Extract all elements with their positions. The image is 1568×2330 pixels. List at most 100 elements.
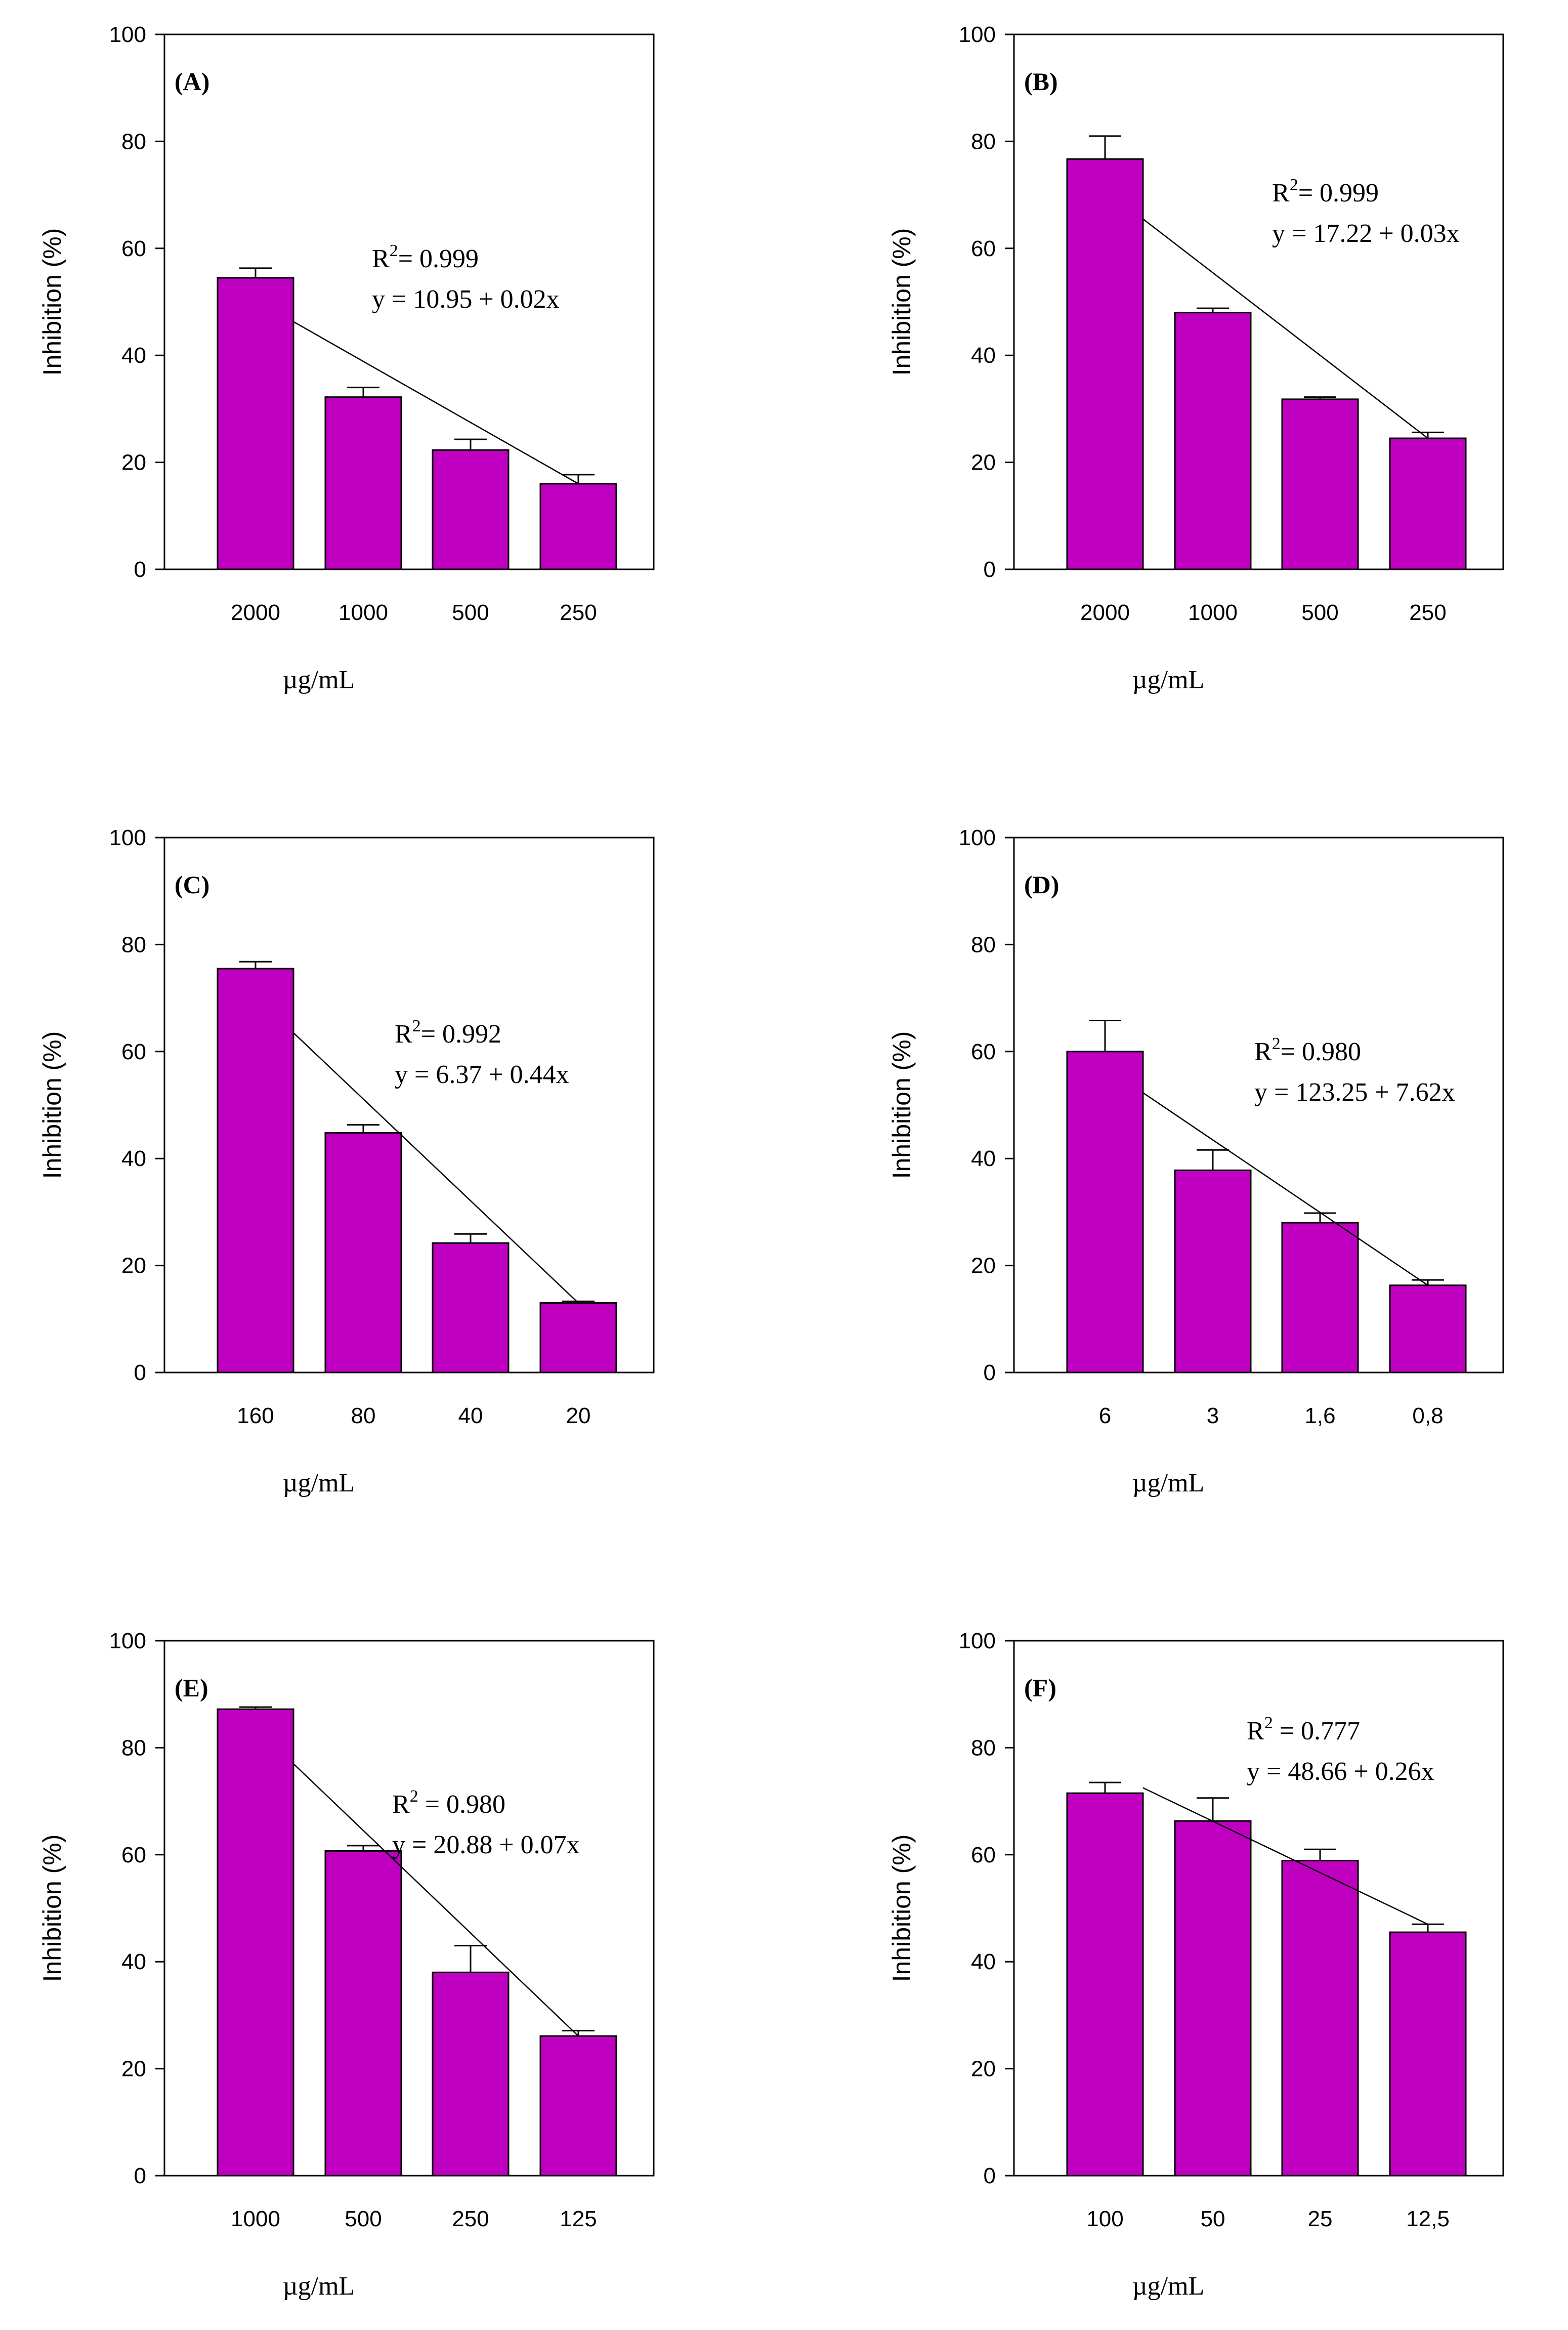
y-tick-label: 100 xyxy=(959,1629,996,1653)
r-squared-symbol: R xyxy=(1272,179,1290,207)
r-squared-value: = 0.999 xyxy=(1298,179,1379,207)
x-axis-label: µg/mL xyxy=(283,2272,355,2301)
x-tick-label: 20 xyxy=(566,1403,591,1428)
bar xyxy=(217,1708,294,2177)
r-squared-symbol: R xyxy=(372,244,390,273)
chart-panel: 0 20 40 60 80 100 Inhibition (%) 2000 1000 500 250… xyxy=(887,22,1504,694)
r-squared-value: = 0.980 xyxy=(1281,1037,1361,1066)
y-tick-label: 0 xyxy=(984,2163,996,2188)
r-squared-symbol: R xyxy=(1254,1037,1272,1066)
chart-panel: 0 20 40 60 80 100 Inhibition (%) 1000 500 250 125 µ… xyxy=(38,1629,655,2301)
bar xyxy=(432,1971,510,2177)
bar xyxy=(539,2035,617,2177)
r-squared-symbol: R xyxy=(1247,1717,1264,1745)
r-squared-symbol: R xyxy=(392,1790,410,1819)
bar xyxy=(1066,1792,1144,2177)
x-tick-label: 1000 xyxy=(1188,600,1238,625)
bar xyxy=(217,968,294,1374)
plot-frame xyxy=(163,837,655,1374)
x-tick-label: 2000 xyxy=(1080,600,1130,625)
y-tick-label: 0 xyxy=(134,557,146,582)
regression-equation: y = 123.25 + 7.62x xyxy=(1254,1078,1455,1107)
y-tick-label: 100 xyxy=(109,825,146,850)
x-tick-label: 500 xyxy=(345,2207,382,2231)
r-squared-value: = 0.980 xyxy=(418,1790,505,1819)
y-axis-label: Inhibition (%) xyxy=(38,1835,66,1982)
chart-panel: 0 20 40 60 80 100 Inhibition (%) 2000 1000 500 250… xyxy=(38,22,655,694)
regression-equation: y = 17.22 + 0.03x xyxy=(1272,219,1460,248)
bar xyxy=(1066,1051,1144,1374)
y-tick-label: 20 xyxy=(121,2057,146,2082)
r-squared-superscript: 2 xyxy=(1290,176,1298,194)
y-tick-label: 100 xyxy=(109,22,146,47)
bar xyxy=(1281,398,1359,570)
y-tick-label: 80 xyxy=(121,932,146,957)
x-tick-label: 160 xyxy=(237,1403,274,1428)
panel-label: (A) xyxy=(175,67,209,96)
bar xyxy=(1281,1222,1359,1374)
x-tick-label: 25 xyxy=(1308,2207,1333,2231)
y-tick-label: 80 xyxy=(971,1735,996,1760)
bar xyxy=(1389,1284,1467,1374)
y-tick-label: 100 xyxy=(959,22,996,47)
y-tick-label: 80 xyxy=(121,1735,146,1760)
bar xyxy=(324,1850,402,2177)
y-tick-label: 20 xyxy=(971,1254,996,1278)
chart-panel: 0 20 40 60 80 100 Inhibition (%) 160 80 40 20 µg/mL… xyxy=(38,825,655,1497)
regression-line xyxy=(293,1763,579,2037)
regression-line xyxy=(1142,1787,1428,1925)
r-squared-value: = 0.999 xyxy=(398,244,479,273)
r-squared-annotation: R2= 0.980 xyxy=(1254,1034,1361,1066)
regression-equation: y = 6.37 + 0.44x xyxy=(395,1060,569,1089)
chart-panel: 0 20 40 60 80 100 Inhibition (%) 100 50 25 12,5 µg/… xyxy=(887,1629,1504,2301)
y-tick-label: 20 xyxy=(121,450,146,475)
r-squared-superscript: 2 xyxy=(390,241,398,260)
plot-frame xyxy=(1013,837,1504,1374)
bar xyxy=(539,483,617,570)
y-tick-label: 20 xyxy=(121,1254,146,1278)
x-tick-label: 125 xyxy=(560,2207,597,2231)
r-squared-superscript: 2 xyxy=(410,1787,418,1806)
bar xyxy=(539,1302,617,1374)
plot-frame xyxy=(163,1640,655,2177)
bar xyxy=(432,1242,510,1374)
x-tick-label: 1000 xyxy=(231,2207,280,2231)
y-tick-label: 80 xyxy=(971,932,996,957)
regression-line xyxy=(293,1032,579,1304)
r-squared-annotation: R2= 0.992 xyxy=(395,1017,501,1049)
x-tick-label: 2000 xyxy=(231,600,280,625)
regression-line xyxy=(1142,218,1428,439)
plot-frame xyxy=(1013,33,1504,570)
r-squared-superscript: 2 xyxy=(1264,1714,1273,1732)
x-axis-label: µg/mL xyxy=(1132,1469,1205,1497)
y-tick-label: 60 xyxy=(971,236,996,261)
x-tick-label: 50 xyxy=(1201,2207,1225,2231)
x-axis-label: µg/mL xyxy=(1132,665,1205,694)
x-axis-label: µg/mL xyxy=(283,1469,355,1497)
x-tick-label: 3 xyxy=(1207,1403,1219,1428)
plot-frame xyxy=(163,33,655,570)
y-axis-label: Inhibition (%) xyxy=(887,228,916,376)
regression-equation: y = 20.88 + 0.07x xyxy=(392,1830,580,1859)
y-tick-label: 80 xyxy=(121,129,146,154)
regression-line xyxy=(293,321,579,484)
x-axis-label: µg/mL xyxy=(1132,2272,1205,2301)
y-axis-label: Inhibition (%) xyxy=(38,228,66,376)
y-axis-label: Inhibition (%) xyxy=(887,1835,916,1982)
bar xyxy=(1174,1820,1252,2177)
x-tick-label: 250 xyxy=(560,600,597,625)
y-axis-label: Inhibition (%) xyxy=(38,1031,66,1179)
r-squared-annotation: R2 = 0.980 xyxy=(392,1787,505,1819)
y-tick-label: 20 xyxy=(971,2057,996,2082)
regression-equation: y = 10.95 + 0.02x xyxy=(372,285,560,314)
bar xyxy=(1281,1859,1359,2177)
plot-frame xyxy=(1013,1640,1504,2177)
y-tick-label: 40 xyxy=(971,1949,996,1974)
y-tick-label: 100 xyxy=(109,1629,146,1653)
y-tick-label: 60 xyxy=(121,1039,146,1064)
y-tick-label: 60 xyxy=(971,1843,996,1867)
y-tick-label: 60 xyxy=(121,236,146,261)
y-tick-label: 60 xyxy=(121,1843,146,1867)
regression-equation: y = 48.66 + 0.26x xyxy=(1247,1757,1434,1786)
